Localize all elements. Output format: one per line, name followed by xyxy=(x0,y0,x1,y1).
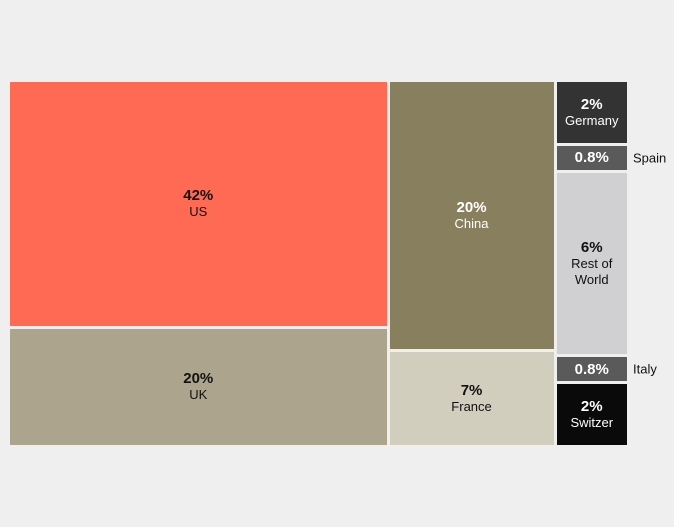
value-label: 0.8% xyxy=(574,360,609,378)
category-label: Switzer xyxy=(570,415,614,431)
category-label: Spain xyxy=(633,150,667,166)
tile: 42% US xyxy=(10,82,387,326)
category-label: China xyxy=(454,215,489,231)
value-label: 42% xyxy=(183,187,214,205)
value-label: 2% xyxy=(580,398,603,416)
value-label: 7% xyxy=(460,381,483,399)
tile: 20% UK xyxy=(10,328,387,445)
value-label: 6% xyxy=(580,238,603,256)
value-label: 2% xyxy=(580,95,603,113)
category-label: US xyxy=(189,204,208,220)
category-label: UK xyxy=(189,387,208,403)
tile: 7% France xyxy=(389,351,554,445)
tile: 2% Germany xyxy=(556,82,627,143)
value-label: 0.8% xyxy=(574,149,609,167)
tile: 0.8% xyxy=(556,357,627,382)
value-label: 20% xyxy=(183,370,214,388)
category-label: Italy xyxy=(633,361,657,377)
tile: 0.8% xyxy=(556,145,627,170)
category-label: Rest of World xyxy=(571,255,613,287)
category-label: France xyxy=(451,398,492,414)
category-label: Germany xyxy=(565,112,619,128)
tile: 6% Rest of World xyxy=(556,172,627,355)
tile: 20% China xyxy=(389,82,554,349)
value-label: 20% xyxy=(456,198,487,216)
tile: 2% Switzer xyxy=(556,384,627,445)
